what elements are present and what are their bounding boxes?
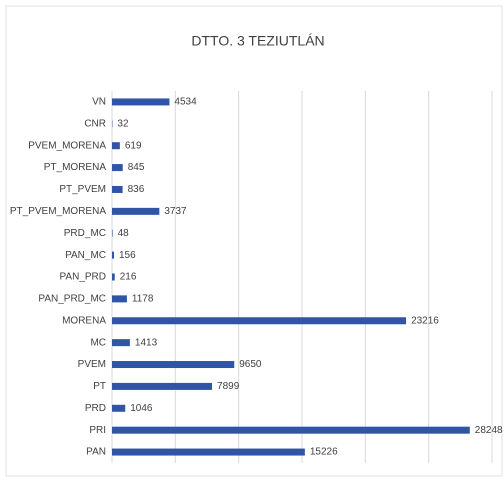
y-tick-label: PVEM_MORENA bbox=[28, 140, 106, 151]
bar bbox=[112, 251, 114, 259]
data-label: 9650 bbox=[239, 359, 262, 370]
data-label: 156 bbox=[119, 250, 136, 261]
bar bbox=[112, 339, 130, 347]
y-tick-label: PT_PVEM_MORENA bbox=[10, 206, 106, 217]
y-tick-label: PAN_PRD bbox=[60, 272, 107, 283]
chart-frame bbox=[5, 5, 503, 477]
y-tick-label: MC bbox=[90, 337, 106, 348]
data-label: 23216 bbox=[411, 315, 439, 326]
bar bbox=[112, 295, 127, 303]
data-label: 32 bbox=[117, 118, 129, 129]
y-tick-label: PRD_MC bbox=[64, 228, 106, 239]
data-label: 3737 bbox=[164, 206, 187, 217]
data-label: 28248 bbox=[475, 425, 503, 436]
data-label: 216 bbox=[120, 272, 137, 283]
y-tick-label: PRD bbox=[85, 403, 106, 414]
y-tick-label: PRI bbox=[89, 425, 106, 436]
bar bbox=[112, 426, 470, 434]
data-label: 1046 bbox=[130, 403, 153, 414]
data-label: 48 bbox=[118, 228, 130, 239]
data-label: 619 bbox=[125, 140, 142, 151]
bar bbox=[112, 382, 213, 390]
bar bbox=[112, 229, 113, 237]
data-label: 836 bbox=[128, 184, 145, 195]
bar bbox=[112, 164, 123, 172]
bar bbox=[112, 273, 115, 281]
bar bbox=[112, 448, 305, 456]
data-label: 1413 bbox=[135, 337, 158, 348]
bar bbox=[112, 142, 120, 150]
y-tick-label: PT_PVEM bbox=[59, 184, 106, 195]
data-label: 845 bbox=[128, 162, 145, 173]
y-tick-label: PAN bbox=[86, 447, 106, 458]
y-tick-label: CNR bbox=[84, 118, 106, 129]
y-tick-label: MORENA bbox=[62, 315, 106, 326]
bar bbox=[112, 185, 123, 193]
y-tick-label: VN bbox=[92, 97, 106, 108]
chart-title: DTTO. 3 TEZIUTLÁN bbox=[191, 33, 324, 49]
bar bbox=[112, 404, 126, 412]
data-label: 4534 bbox=[174, 97, 197, 108]
y-tick-label: PT bbox=[93, 381, 106, 392]
bar bbox=[112, 317, 407, 325]
y-tick-label: PT_MORENA bbox=[44, 162, 107, 173]
data-label: 1178 bbox=[132, 294, 154, 305]
y-tick-label: PAN_PRD_MC bbox=[38, 294, 106, 305]
data-label: 15226 bbox=[310, 447, 338, 458]
y-tick-label: PAN_MC bbox=[65, 250, 106, 261]
data-label: 7899 bbox=[217, 381, 240, 392]
bar bbox=[112, 207, 160, 215]
bar bbox=[112, 361, 235, 369]
y-tick-label: PVEM bbox=[78, 359, 106, 370]
bar bbox=[112, 98, 170, 106]
